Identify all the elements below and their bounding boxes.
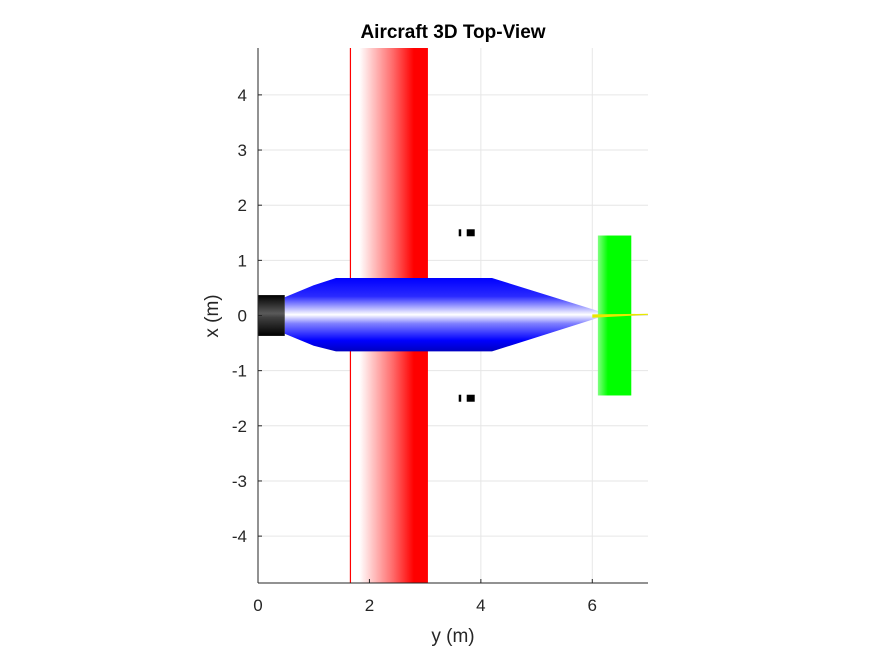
y-tick-label-2: -2 [232,417,247,436]
upper-marker-b [466,229,475,237]
lower-marker-b [466,394,475,402]
y-tick-label-6: 2 [238,196,247,215]
x-tick-label-3: 6 [588,596,597,615]
x-tick-label-1: 2 [365,596,374,615]
lower-marker-a [458,394,462,402]
aircraft-shapes [258,48,648,583]
y-tick-label-0: -4 [232,527,247,546]
fuselage [284,278,609,352]
y-tick-label-4: 0 [238,307,247,326]
y-tick-label-3: -1 [232,362,247,381]
vertical-tail [592,313,648,318]
y-axis-title: x (m) [202,294,223,337]
x-tick-label-0: 0 [253,596,262,615]
upper-marker-a [458,229,462,237]
spinner [258,295,285,336]
y-tick-label-7: 3 [238,141,247,160]
chart-title: Aircraft 3D Top-View [360,22,545,43]
x-axis-title: y (m) [431,626,474,647]
y-tick-label-1: -3 [232,472,247,491]
x-tick-label-2: 4 [476,596,485,615]
axes [257,48,648,584]
tick-labels: 0 2 4 6 -4 -3 -2 -1 0 1 2 3 4 [232,86,597,615]
y-tick-label-5: 1 [238,251,247,270]
y-tick-label-8: 4 [238,86,247,105]
